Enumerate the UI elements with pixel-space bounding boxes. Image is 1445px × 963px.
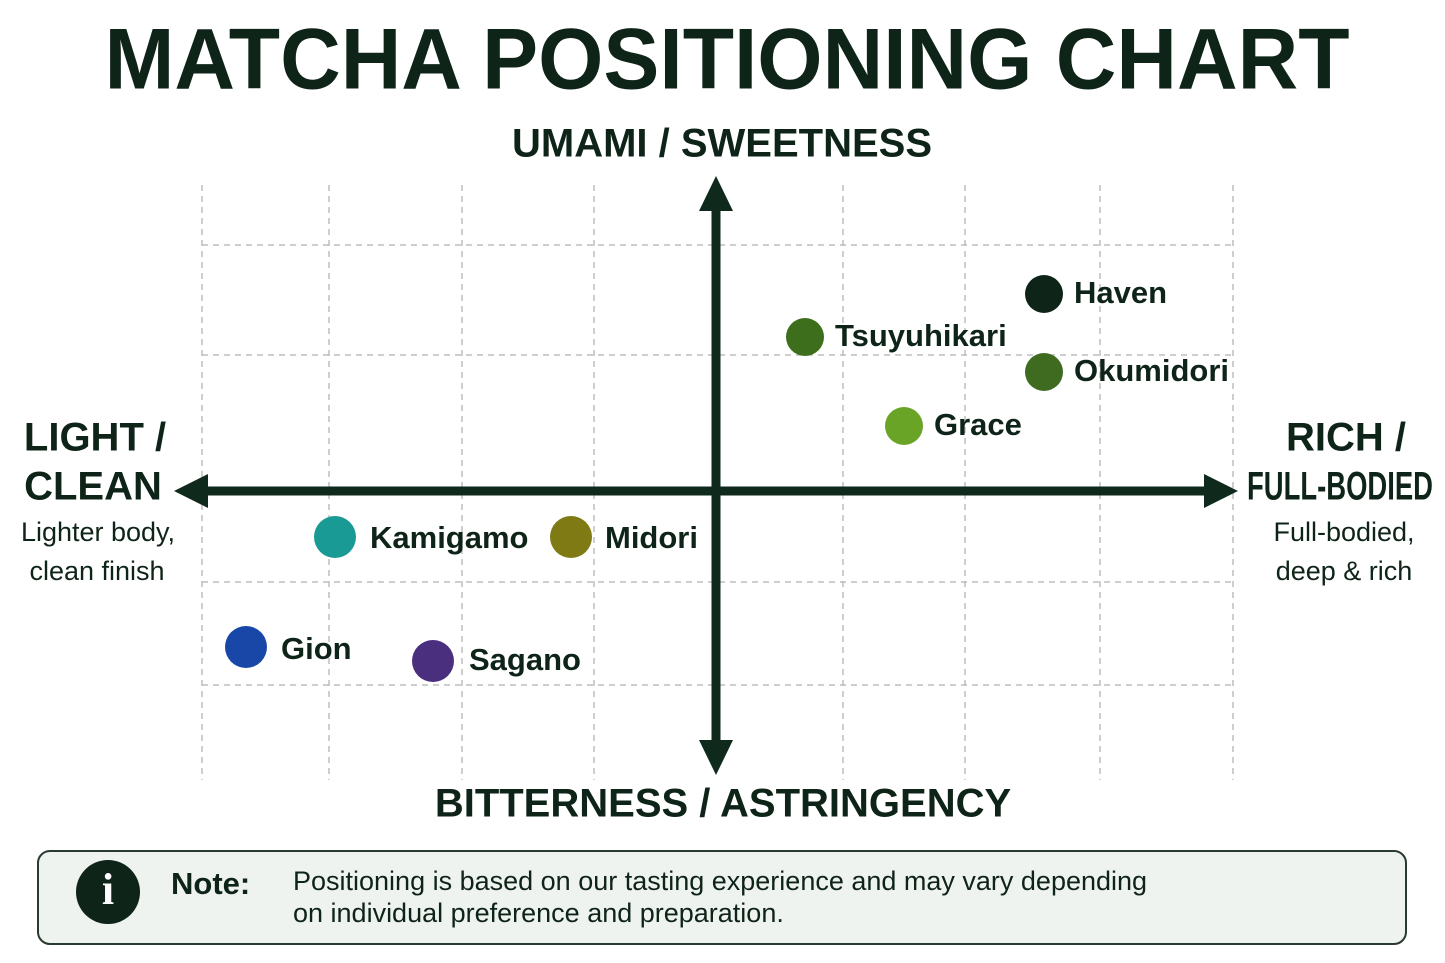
title: MATCHA POSITIONING CHART (105, 12, 1350, 108)
node-label: Grace (934, 407, 1022, 442)
axis-left-title: LIGHT / (24, 416, 166, 460)
node-label: Okumidori (1074, 353, 1229, 388)
nodes: Haven Tsuyuhikari Okumidori Grace Kamiga… (225, 275, 1229, 682)
arrow-left (174, 474, 208, 508)
dot (412, 640, 454, 682)
grid (201, 185, 1234, 780)
dot (1025, 275, 1063, 313)
axes (174, 176, 1238, 775)
axis-right-title: RICH / (1286, 416, 1406, 460)
axis-right-title: FULL-BODIED (1247, 465, 1433, 509)
dot (314, 516, 356, 558)
arrow-right (1204, 474, 1238, 508)
dot (1025, 353, 1063, 391)
node-label: Gion (281, 631, 352, 666)
arrow-down (699, 740, 733, 775)
axis-bottom-label: BITTERNESS / ASTRINGENCY (435, 782, 1012, 826)
axis-left-description: Lighter body, (21, 517, 175, 547)
node-label: Tsuyuhikari (835, 318, 1007, 353)
axis-right-description: Full-bodied, (1273, 517, 1414, 547)
dot (225, 626, 267, 668)
note-box (37, 850, 1407, 945)
note-label: Note: (171, 866, 250, 901)
axis-top-label: UMAMI / SWEETNESS (512, 122, 932, 166)
node-label: Kamigamo (370, 520, 528, 555)
node-label: Midori (605, 520, 698, 555)
arrow-up (699, 176, 733, 211)
info-icon-letter: i (102, 865, 114, 914)
node-label: Sagano (469, 642, 581, 677)
axis-left-description: clean finish (29, 556, 164, 586)
dot (885, 407, 923, 445)
note-text: Positioning is based on our tasting expe… (293, 866, 1147, 896)
info-icon (76, 860, 140, 924)
axis-right-description: deep & rich (1276, 556, 1413, 586)
note: i Note: Positioning is based on our tast… (37, 850, 1407, 945)
dot (550, 516, 592, 558)
dot (786, 318, 824, 356)
axis-left-title: CLEAN (24, 465, 162, 509)
note-text: on individual preference and preparation… (293, 898, 784, 928)
node-label: Haven (1074, 275, 1167, 310)
